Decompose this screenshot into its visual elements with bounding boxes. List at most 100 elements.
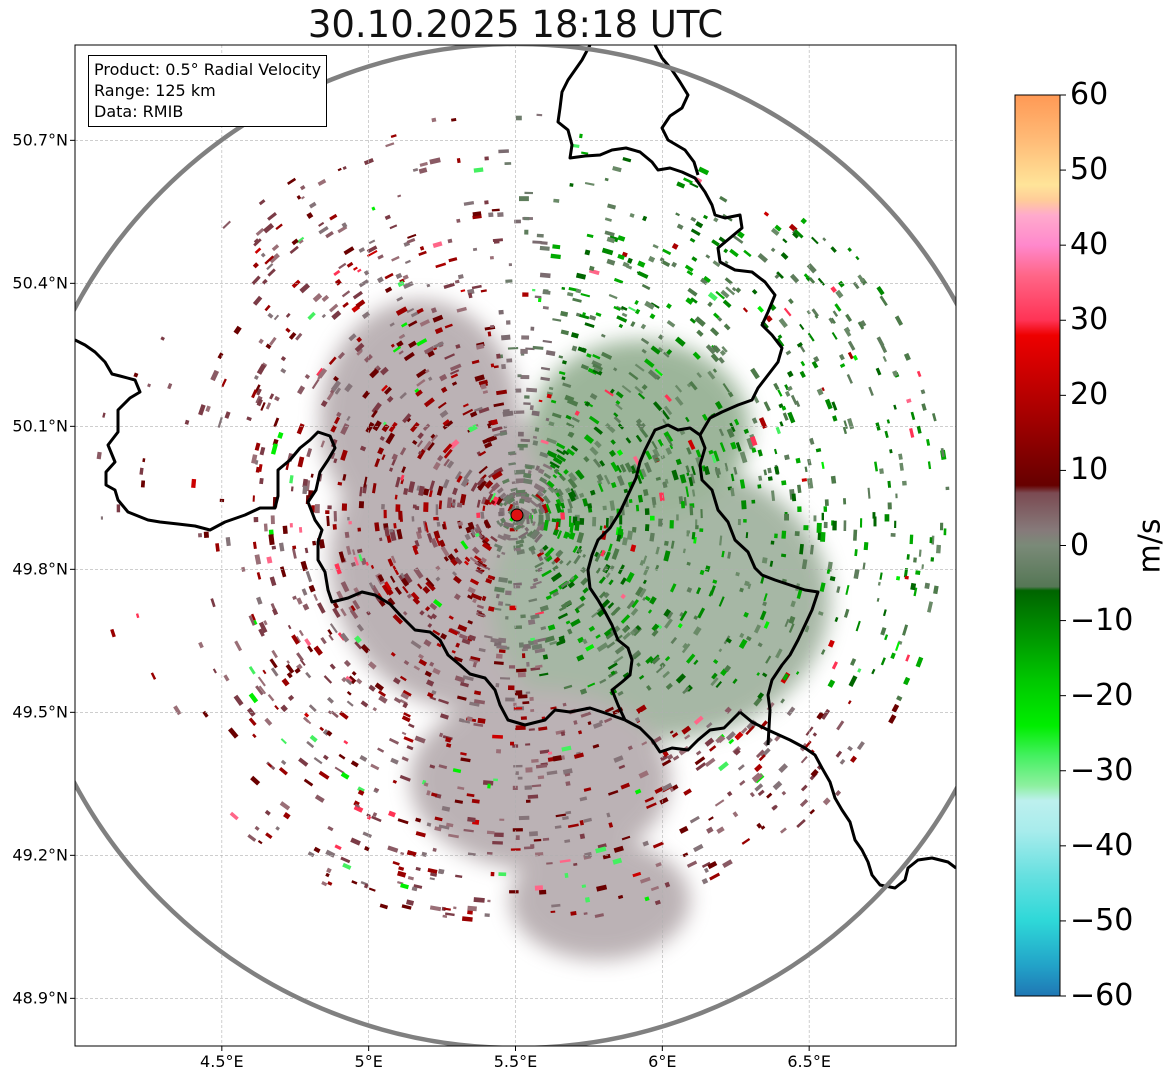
velocity-gate — [634, 363, 645, 372]
velocity-gate — [695, 750, 702, 756]
velocity-gate — [639, 559, 645, 566]
velocity-gate — [498, 872, 507, 877]
velocity-gate — [613, 755, 624, 763]
velocity-gate — [441, 805, 451, 812]
velocity-gate — [644, 595, 651, 602]
velocity-gate — [876, 336, 885, 347]
velocity-gate — [482, 390, 489, 395]
velocity-gate — [821, 461, 825, 469]
velocity-gate — [712, 579, 718, 584]
velocity-gate — [368, 582, 375, 589]
velocity-gate — [539, 604, 549, 612]
velocity-gate — [743, 249, 752, 258]
velocity-gate — [927, 601, 933, 613]
velocity-gate — [552, 244, 561, 250]
velocity-gate — [430, 613, 438, 620]
velocity-gate — [630, 650, 642, 660]
velocity-gate — [531, 410, 540, 417]
radar-site-marker[interactable] — [510, 508, 524, 522]
velocity-gate — [569, 182, 574, 187]
velocity-gate — [565, 414, 572, 420]
colorbar-tick-label: 0 — [1070, 527, 1090, 563]
velocity-gate — [467, 586, 476, 594]
velocity-gate — [611, 548, 620, 560]
velocity-gate — [579, 833, 586, 840]
velocity-gate — [476, 512, 481, 518]
velocity-gate — [664, 478, 669, 484]
velocity-gate — [381, 423, 390, 433]
velocity-gate — [517, 776, 523, 780]
velocity-gate — [737, 518, 741, 526]
velocity-gate — [490, 324, 495, 329]
velocity-gate — [478, 379, 488, 386]
velocity-gate — [830, 475, 837, 484]
velocity-gate — [448, 833, 459, 839]
velocity-gate — [651, 623, 660, 632]
velocity-gate — [619, 464, 627, 473]
velocity-gate — [202, 710, 209, 718]
velocity-gate — [576, 548, 583, 554]
velocity-gate — [508, 537, 518, 541]
velocity-gate — [757, 692, 765, 700]
velocity-gate — [718, 736, 726, 744]
velocity-gate — [419, 245, 425, 251]
velocity-gate — [334, 844, 342, 851]
velocity-gate — [534, 427, 540, 432]
velocity-gate — [482, 438, 489, 445]
velocity-gate — [757, 252, 768, 263]
velocity-gate — [784, 390, 791, 397]
velocity-colorbar[interactable] — [1014, 94, 1066, 997]
velocity-gate — [428, 489, 433, 498]
velocity-gate — [821, 708, 831, 720]
velocity-gate — [644, 796, 655, 803]
velocity-gate — [903, 676, 911, 686]
velocity-gate — [679, 825, 689, 834]
velocity-gate — [555, 813, 567, 818]
velocity-gate — [854, 549, 858, 557]
velocity-gate — [539, 245, 550, 251]
velocity-gate — [481, 542, 493, 552]
velocity-gate — [888, 714, 897, 724]
velocity-gate — [407, 233, 417, 239]
velocity-gate — [790, 600, 796, 608]
velocity-gate — [527, 794, 539, 799]
velocity-gate — [519, 196, 529, 202]
velocity-gate — [542, 306, 549, 310]
velocity-gate — [340, 632, 350, 643]
velocity-gate — [822, 797, 831, 806]
velocity-gate — [927, 461, 932, 470]
velocity-gate — [504, 162, 512, 165]
velocity-gate — [552, 474, 558, 479]
velocity-gate — [416, 307, 424, 314]
longitude-label: 4.5°E — [200, 1052, 244, 1071]
velocity-gate — [596, 884, 608, 892]
velocity-gate — [788, 298, 794, 305]
velocity-gate — [902, 624, 909, 636]
velocity-gate — [801, 478, 808, 482]
velocity-gate — [562, 768, 573, 775]
velocity-gate — [725, 637, 732, 644]
velocity-gate — [269, 393, 275, 400]
velocity-gate — [627, 745, 633, 751]
velocity-gate — [272, 608, 279, 616]
velocity-gate — [503, 494, 512, 503]
velocity-gate — [721, 550, 725, 558]
velocity-gate — [796, 818, 806, 828]
velocity-gate — [329, 623, 338, 634]
velocity-gate — [674, 384, 683, 393]
velocity-gate — [384, 581, 392, 591]
velocity-gate — [727, 391, 734, 398]
velocity-gate — [575, 288, 582, 294]
velocity-gate — [631, 599, 639, 609]
velocity-gate — [523, 478, 533, 485]
velocity-gate — [256, 388, 262, 396]
border-luxembourg-germany-france — [739, 710, 956, 890]
velocity-gate — [555, 498, 563, 508]
velocity-gate — [255, 227, 265, 236]
velocity-gate — [703, 466, 711, 476]
velocity-gate — [346, 700, 354, 707]
velocity-gate — [416, 378, 426, 387]
velocity-gate — [824, 499, 829, 506]
velocity-gate — [634, 299, 639, 305]
velocity-gate — [368, 239, 376, 245]
